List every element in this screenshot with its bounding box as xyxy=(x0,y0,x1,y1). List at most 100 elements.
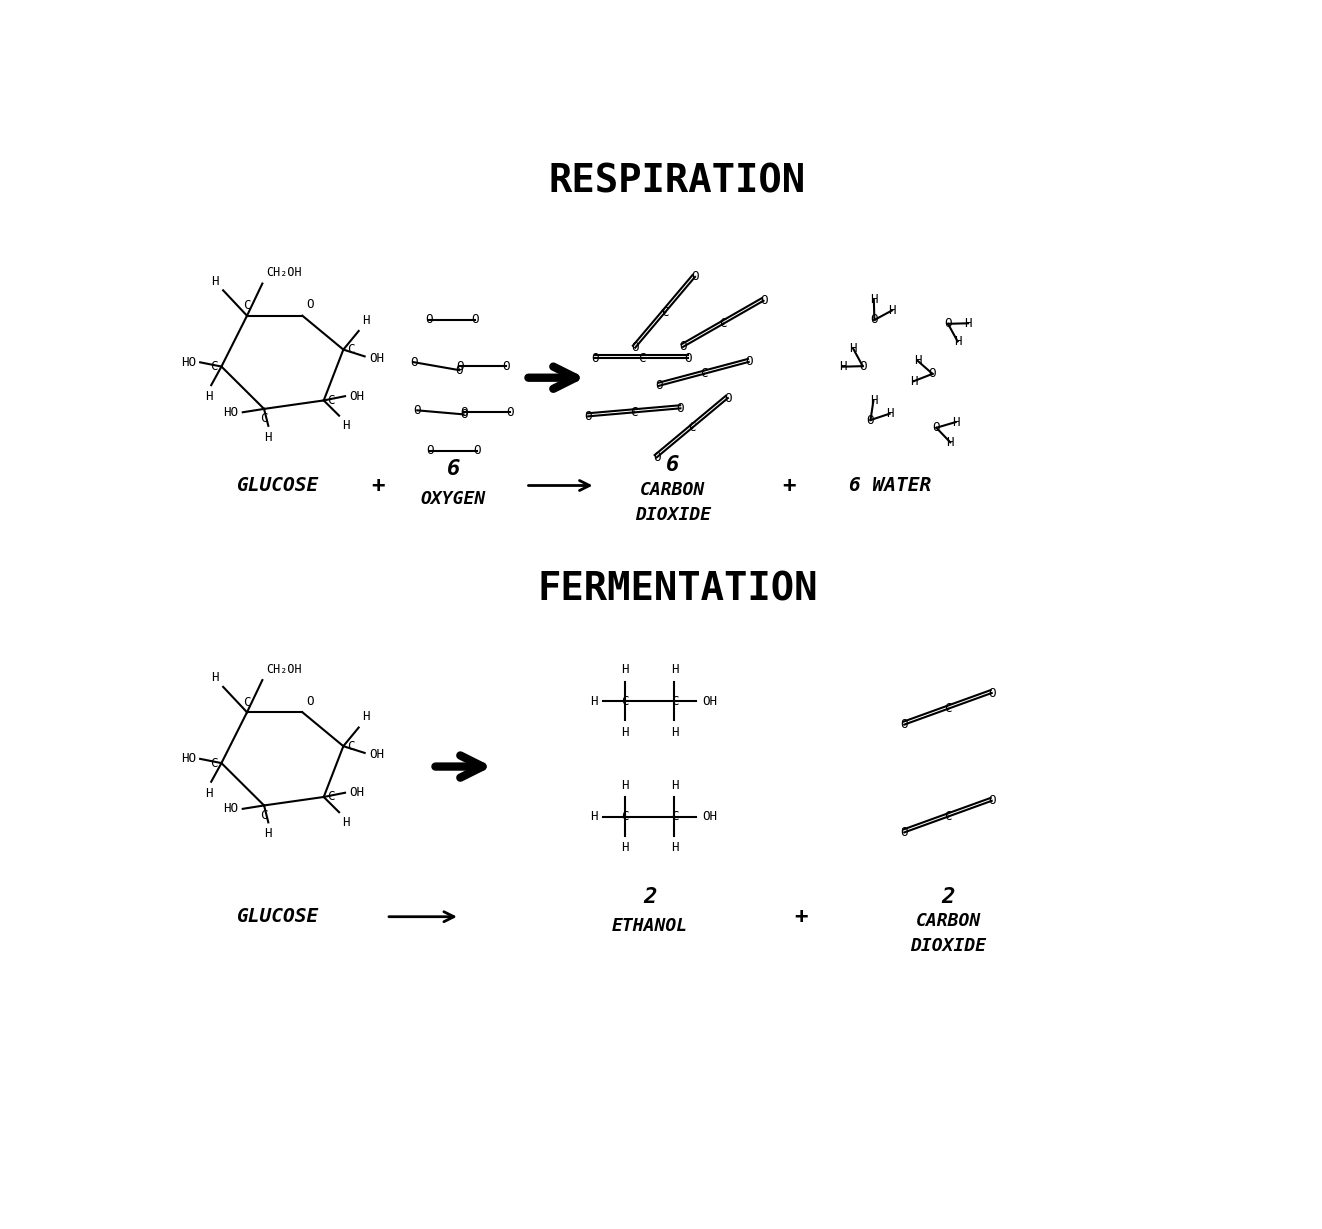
Text: O: O xyxy=(460,406,468,419)
Text: C: C xyxy=(346,343,354,356)
Text: H: H xyxy=(590,810,598,823)
Text: O: O xyxy=(932,422,940,434)
Text: H: H xyxy=(964,317,972,329)
Text: O: O xyxy=(929,367,936,380)
Text: H: H xyxy=(264,431,272,444)
Text: C: C xyxy=(327,395,334,407)
Text: H: H xyxy=(670,726,678,739)
Text: O: O xyxy=(502,360,510,372)
Text: H: H xyxy=(342,816,350,828)
Text: OH: OH xyxy=(349,787,365,799)
Text: C: C xyxy=(639,351,645,365)
Text: OH: OH xyxy=(369,351,383,365)
Text: H: H xyxy=(670,841,678,854)
Text: O: O xyxy=(506,406,514,419)
Text: O: O xyxy=(944,317,952,331)
Text: H: H xyxy=(839,360,846,374)
Text: OXYGEN: OXYGEN xyxy=(420,490,486,509)
Text: O: O xyxy=(988,687,995,699)
Text: C: C xyxy=(661,306,669,318)
Text: O: O xyxy=(460,408,467,420)
Text: FERMENTATION: FERMENTATION xyxy=(537,570,818,608)
Text: H: H xyxy=(670,664,678,676)
Text: H: H xyxy=(850,342,857,355)
Text: O: O xyxy=(900,826,908,839)
Text: H: H xyxy=(342,419,350,433)
Text: O: O xyxy=(632,342,639,354)
Text: H: H xyxy=(212,671,219,685)
Text: GLUCOSE: GLUCOSE xyxy=(237,476,319,495)
Text: H: H xyxy=(870,294,878,306)
Text: C: C xyxy=(260,412,268,425)
Text: H: H xyxy=(886,407,894,420)
Text: C: C xyxy=(260,809,268,822)
Text: GLUCOSE: GLUCOSE xyxy=(237,907,319,927)
Text: H: H xyxy=(621,841,628,854)
Text: H: H xyxy=(947,436,954,449)
Text: C: C xyxy=(243,300,251,312)
Text: C: C xyxy=(701,367,707,380)
Text: O: O xyxy=(584,410,591,423)
Text: DIOXIDE: DIOXIDE xyxy=(910,936,986,955)
Text: H: H xyxy=(362,313,370,327)
Text: H: H xyxy=(910,375,917,387)
Text: C: C xyxy=(621,810,628,823)
Text: OH: OH xyxy=(349,390,365,403)
Text: RESPIRATION: RESPIRATION xyxy=(549,162,806,200)
Text: O: O xyxy=(691,270,699,284)
Text: OH: OH xyxy=(369,748,383,761)
Text: ETHANOL: ETHANOL xyxy=(612,917,687,935)
Text: H: H xyxy=(205,391,213,403)
Text: O: O xyxy=(677,402,685,415)
Text: H: H xyxy=(362,710,370,724)
Text: H: H xyxy=(205,787,213,800)
Text: OH: OH xyxy=(702,810,718,823)
Text: O: O xyxy=(867,414,874,426)
Text: O: O xyxy=(656,380,662,392)
Text: O: O xyxy=(427,445,434,457)
Text: CARBON: CARBON xyxy=(640,481,706,499)
Text: O: O xyxy=(724,392,731,404)
Text: C: C xyxy=(944,702,952,715)
Text: O: O xyxy=(871,313,878,327)
Text: O: O xyxy=(746,355,752,369)
Text: HO: HO xyxy=(223,406,238,419)
Text: O: O xyxy=(473,445,481,457)
Text: 2: 2 xyxy=(941,887,954,907)
Text: C: C xyxy=(621,694,628,708)
Text: 6: 6 xyxy=(447,458,460,478)
Text: O: O xyxy=(410,355,418,369)
Text: O: O xyxy=(680,340,686,354)
Text: H: H xyxy=(952,415,960,429)
Text: H: H xyxy=(621,779,628,791)
Text: 6: 6 xyxy=(666,456,680,476)
Text: H: H xyxy=(212,275,219,288)
Text: OH: OH xyxy=(702,694,718,708)
Text: H: H xyxy=(870,393,878,407)
Text: O: O xyxy=(456,360,464,372)
Text: O: O xyxy=(472,313,479,327)
Text: O: O xyxy=(685,351,693,365)
Text: HO: HO xyxy=(181,356,196,369)
Text: O: O xyxy=(414,404,420,417)
Text: O: O xyxy=(760,294,767,307)
Text: H: H xyxy=(621,726,628,739)
Text: +: + xyxy=(371,476,385,495)
Text: CH₂OH: CH₂OH xyxy=(266,662,301,676)
Text: H: H xyxy=(590,694,598,708)
Text: C: C xyxy=(670,694,678,708)
Text: H: H xyxy=(264,827,272,841)
Text: HO: HO xyxy=(223,803,238,815)
Text: O: O xyxy=(592,351,599,365)
Text: C: C xyxy=(210,757,218,769)
Text: C: C xyxy=(670,810,678,823)
Text: 6 WATER: 6 WATER xyxy=(849,476,931,495)
Text: O: O xyxy=(900,718,908,731)
Text: O: O xyxy=(424,313,432,327)
Text: H: H xyxy=(888,304,896,317)
Text: H: H xyxy=(621,664,628,676)
Text: C: C xyxy=(719,317,727,331)
Text: C: C xyxy=(944,810,952,823)
Text: C: C xyxy=(327,790,334,804)
Text: C: C xyxy=(210,360,218,374)
